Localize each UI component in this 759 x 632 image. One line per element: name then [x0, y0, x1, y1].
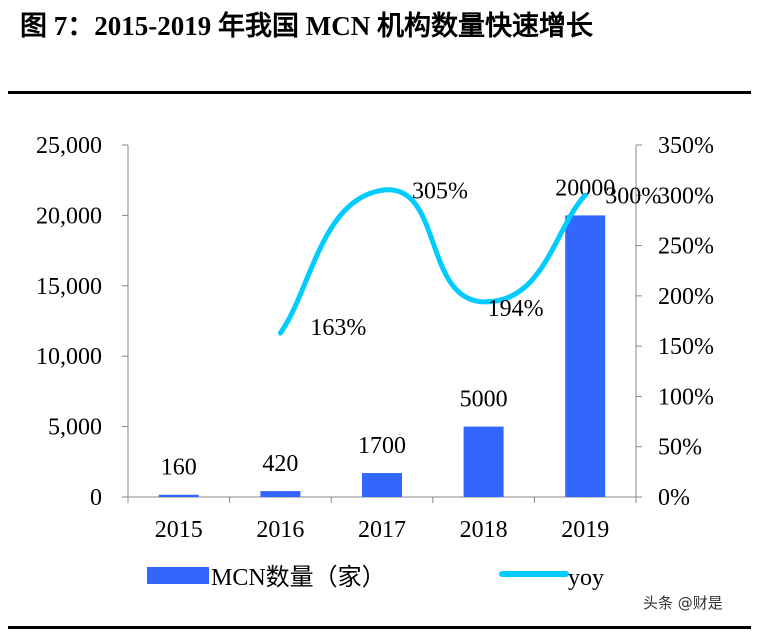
yoy-line: [277, 187, 588, 336]
bar-label: 420: [262, 451, 298, 477]
figure-title: 图 7：2015-2019 年我国 MCN 机构数量快速增长: [20, 11, 593, 41]
yoy-label: 305%: [412, 178, 468, 204]
left-tick-label: 25,000: [36, 133, 102, 159]
bar-2019: [565, 215, 606, 497]
right-tick-label: 200%: [658, 284, 714, 310]
bar-2017: [362, 473, 402, 497]
bottom-rule: [8, 626, 751, 629]
bar-label: 5000: [460, 387, 508, 413]
left-tick-label: 15,000: [36, 274, 102, 300]
legend-swatch-mcn: [147, 567, 209, 584]
top-rule: [8, 91, 751, 94]
x-tick-label: 2017: [358, 517, 406, 543]
x-tick-label: 2015: [155, 517, 203, 543]
watermark: 头条 @财是: [643, 594, 723, 612]
x-tick-label: 2018: [460, 517, 508, 543]
right-tick-label: 50%: [658, 435, 702, 461]
right-tick-label: 250%: [658, 234, 714, 260]
left-tick-label: 0: [90, 485, 102, 511]
right-tick-label: 100%: [658, 384, 714, 410]
bar-2016: [260, 491, 301, 497]
right-tick-label: 300%: [658, 183, 714, 209]
legend-label-mcn: MCN数量（家）: [211, 564, 386, 591]
bar-2018: [463, 426, 504, 497]
right-tick-label: 150%: [658, 334, 714, 360]
left-tick-label: 5,000: [48, 415, 102, 441]
bar-2015: [158, 494, 199, 497]
yoy-label: 163%: [310, 315, 366, 341]
legend-label-yoy: yoy: [568, 565, 604, 591]
yoy-label: 194%: [488, 296, 544, 322]
right-tick-label: 350%: [658, 133, 714, 159]
right-tick-label: 0%: [658, 485, 690, 511]
bar-label: 1700: [358, 433, 406, 459]
yoy-label: 300%: [605, 183, 661, 209]
left-tick-label: 10,000: [36, 344, 102, 370]
bar-label: 160: [161, 455, 197, 481]
left-tick-label: 20,000: [36, 203, 102, 229]
x-tick-label: 2016: [256, 517, 304, 543]
x-tick-label: 2019: [561, 517, 609, 543]
